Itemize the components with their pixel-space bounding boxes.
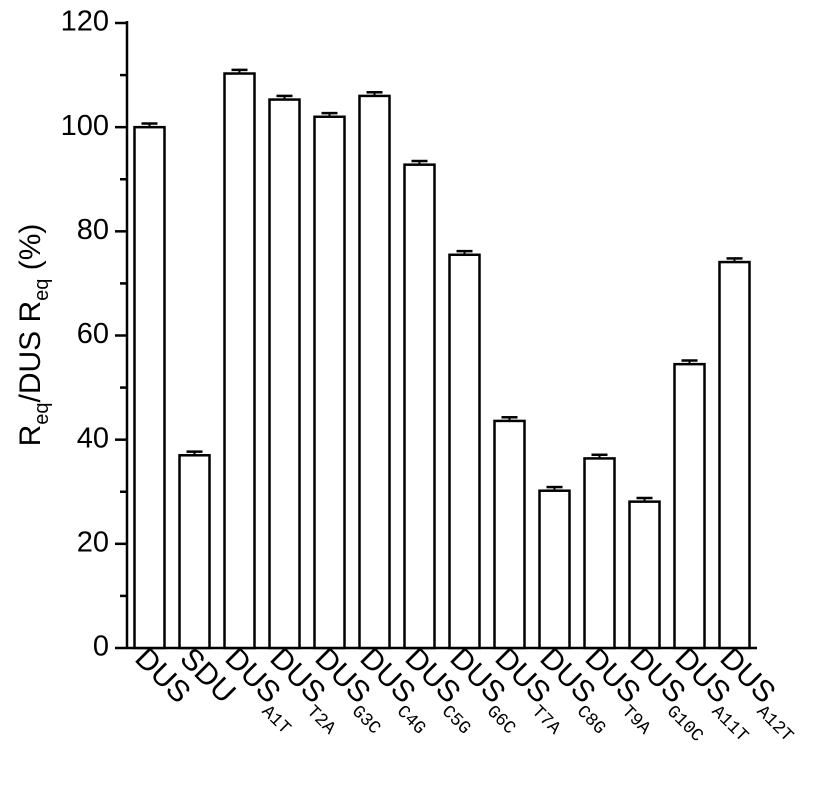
error-bar bbox=[456, 249, 473, 255]
bar bbox=[448, 253, 481, 650]
error-bar bbox=[141, 122, 158, 128]
y-tick-label: 80 bbox=[77, 214, 109, 246]
bar bbox=[673, 362, 706, 650]
y-label-part: (%) bbox=[14, 224, 47, 279]
y-label-sub: eq bbox=[31, 279, 53, 301]
error-bar bbox=[276, 94, 293, 100]
bar bbox=[628, 500, 661, 650]
error-bar bbox=[681, 359, 698, 365]
y-label-part: R bbox=[14, 425, 47, 447]
error-bar bbox=[546, 485, 563, 491]
error-bar bbox=[726, 257, 743, 263]
y-label-part: /DUS R bbox=[14, 301, 47, 403]
y-axis-label: Req/DUS Req (%) bbox=[14, 224, 53, 447]
x-tick-label-sub: G10C bbox=[662, 702, 707, 747]
error-bar bbox=[501, 416, 518, 421]
x-tick-label-sub: A11T bbox=[707, 702, 752, 747]
error-bar bbox=[366, 91, 383, 96]
y-tick-label: 60 bbox=[77, 318, 109, 350]
bar bbox=[403, 163, 436, 650]
bar bbox=[313, 115, 346, 650]
error-bar bbox=[186, 450, 203, 456]
y-tick-label: 120 bbox=[61, 6, 109, 38]
bar bbox=[718, 260, 751, 650]
bar bbox=[133, 125, 166, 650]
error-bar bbox=[321, 111, 338, 117]
bar bbox=[223, 72, 256, 650]
x-tick-label: DUSA1T bbox=[212, 642, 310, 740]
bar bbox=[538, 489, 571, 650]
y-tick-label: 40 bbox=[77, 422, 109, 454]
y-tick-label: 20 bbox=[77, 526, 109, 558]
bar bbox=[493, 419, 526, 650]
error-bar bbox=[231, 68, 248, 74]
y-label-sub: eq bbox=[31, 403, 53, 425]
error-bar bbox=[411, 159, 428, 165]
bar bbox=[268, 98, 301, 650]
x-tick-label-sub: A12T bbox=[752, 702, 797, 747]
bar bbox=[583, 457, 616, 650]
error-bar bbox=[636, 496, 653, 502]
y-tick-label: 100 bbox=[61, 110, 109, 142]
error-bar bbox=[591, 453, 608, 459]
y-tick-label: 0 bbox=[93, 631, 109, 663]
bar bbox=[358, 94, 391, 650]
bar bbox=[178, 454, 211, 650]
